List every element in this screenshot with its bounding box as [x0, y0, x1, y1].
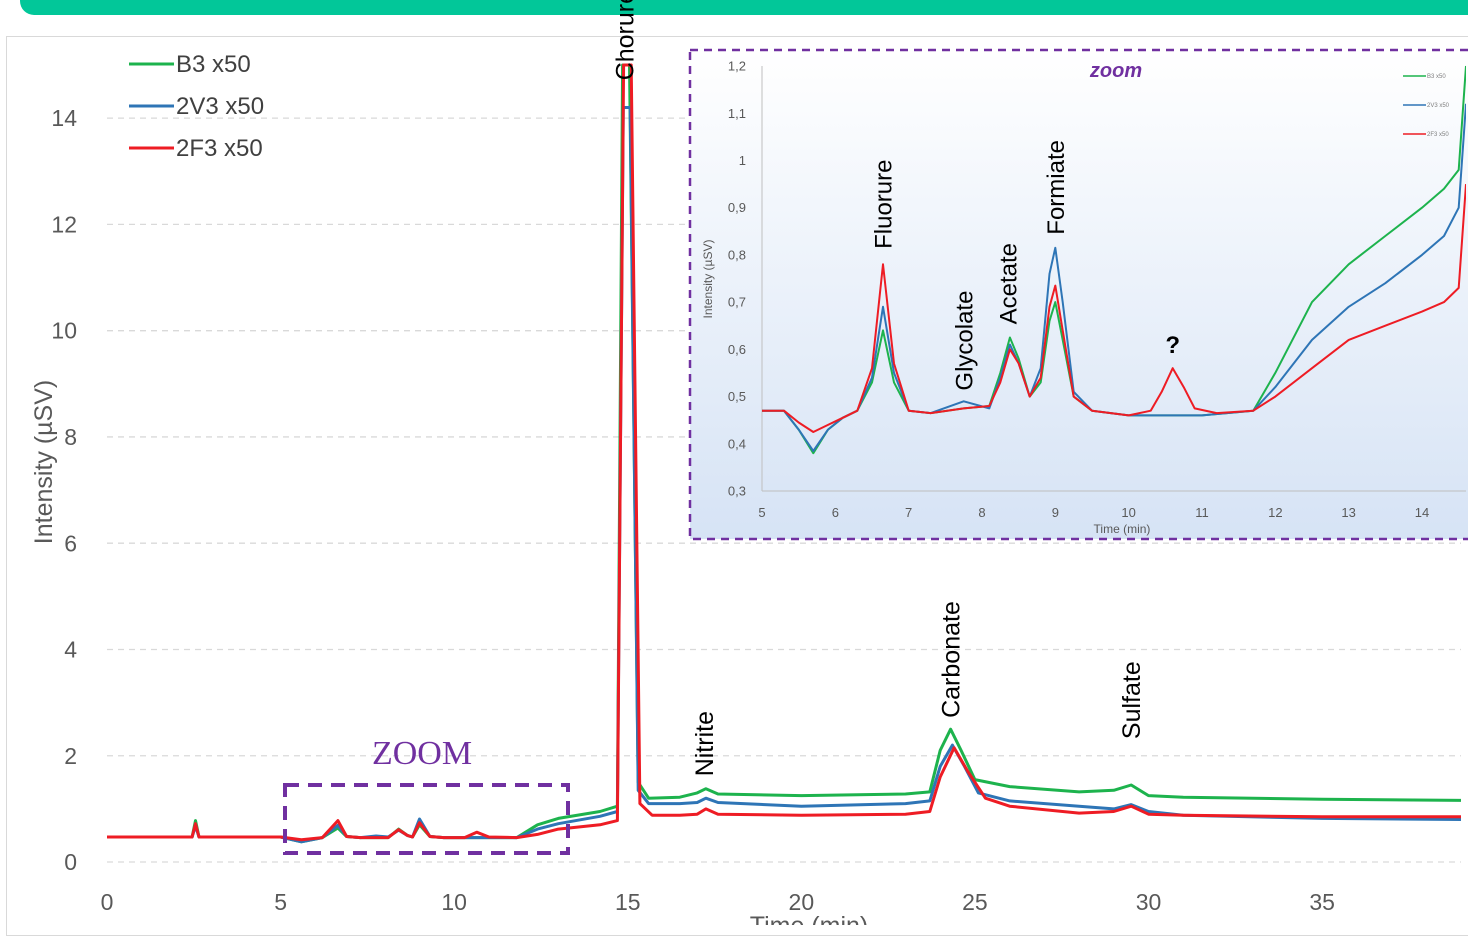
- x-tick-label: 20: [789, 889, 815, 915]
- legend-label: B3 x50: [176, 51, 251, 78]
- inset-border: [688, 48, 1468, 541]
- main-series-lines: [107, 63, 1462, 844]
- top-banner: [20, 0, 1468, 15]
- x-tick-label: 14: [1415, 505, 1429, 520]
- main-legend: B3 x50 2V3 x50 2F3 x50: [129, 51, 264, 162]
- y-tick-label: 0,9: [728, 200, 746, 215]
- inset-legend-label: B3 x50: [1427, 74, 1446, 80]
- y-tick-label: 12: [51, 211, 77, 237]
- y-tick-label: 0: [64, 849, 77, 875]
- main-y-axis-title: Intensity (µSV): [30, 380, 58, 544]
- x-tick-label: 7: [905, 505, 912, 520]
- zoom-region-label: ZOOM: [372, 735, 472, 772]
- y-tick-label: 0,8: [728, 247, 746, 262]
- y-tick-label: 0,4: [728, 436, 746, 451]
- inset-y-axis-title: Intensity (µSV): [701, 240, 715, 319]
- y-tick-label: 2: [64, 743, 77, 769]
- peak-label: Carbonate: [938, 601, 966, 718]
- y-tick-label: 1,1: [728, 106, 746, 121]
- peak-label: Chorure: [611, 0, 639, 80]
- x-tick-label: 30: [1136, 889, 1162, 915]
- y-tick-label: 1: [739, 153, 746, 168]
- y-tick-label: 14: [51, 105, 77, 131]
- peak-label: ?: [1165, 332, 1180, 359]
- x-tick-label: 10: [1121, 505, 1135, 520]
- inset-peak-labels: Fluorure Glycolate Acetate Formiate?: [871, 140, 1180, 391]
- peak-label: Sulfate: [1118, 661, 1146, 739]
- y-tick-label: 4: [64, 637, 77, 663]
- x-tick-label: 11: [1195, 505, 1209, 520]
- peak-label: Nitrite: [691, 711, 719, 776]
- y-tick-label: 0,7: [728, 295, 746, 310]
- series-line-2F3: [107, 63, 1461, 842]
- x-tick-label: 35: [1309, 889, 1335, 915]
- inset-title: zoom: [1089, 60, 1142, 82]
- y-tick-label: 0,6: [728, 342, 746, 357]
- inset-legend: B3 x50 2V3 x50 2F3 x50: [1403, 74, 1450, 138]
- main-x-axis-title: Time (min): [750, 912, 869, 925]
- legend-label: 2F3 x50: [176, 135, 263, 162]
- series-line-2F3: [762, 184, 1466, 433]
- peak-label: Glycolate: [951, 291, 978, 391]
- y-tick-label: 0,5: [728, 389, 746, 404]
- x-tick-label: 10: [441, 889, 467, 915]
- x-tick-label: 8: [978, 505, 985, 520]
- inset-legend-label: 2F3 x50: [1427, 132, 1449, 138]
- inset-legend-label: 2V3 x50: [1427, 103, 1450, 109]
- peak-label: Fluorure: [871, 160, 898, 249]
- x-tick-label: 6: [832, 505, 839, 520]
- peak-label: Formiate: [1043, 140, 1070, 235]
- inset-x-tick-labels: 5 6 7 8 9 10 11 12 13 14: [758, 505, 1429, 520]
- x-tick-label: 15: [615, 889, 641, 915]
- y-tick-label: 8: [64, 424, 77, 450]
- main-x-tick-labels: 0 5 10 15 20 25 30 35: [101, 889, 1335, 915]
- inset-y-tick-labels: 0,3 0,4 0,5 0,6 0,7 0,8 0,9 1 1,1 1,2: [728, 59, 746, 499]
- x-tick-label: 12: [1268, 505, 1282, 520]
- zoom-region-box: [283, 783, 570, 855]
- x-tick-label: 0: [101, 889, 114, 915]
- inset-x-axis-title: Time (min): [1094, 522, 1151, 536]
- main-y-tick-labels: 0 2 4 6 8 10 12 14: [51, 105, 77, 875]
- inset-panel: [690, 50, 1468, 539]
- y-tick-label: 1,2: [728, 59, 746, 74]
- x-tick-label: 5: [274, 889, 287, 915]
- y-tick-label: 0,3: [728, 484, 746, 499]
- inset-series-lines: [762, 65, 1466, 455]
- y-tick-label: 10: [51, 318, 77, 344]
- legend-label: 2V3 x50: [176, 93, 264, 120]
- x-tick-label: 5: [758, 505, 765, 520]
- x-tick-label: 13: [1341, 505, 1355, 520]
- x-tick-label: 9: [1052, 505, 1059, 520]
- x-tick-label: 25: [962, 889, 988, 915]
- y-tick-label: 6: [64, 530, 77, 556]
- main-peak-labels: Chorure Nitrite Carbonate Sulfate: [611, 0, 1146, 776]
- peak-label: Acetate: [995, 243, 1022, 324]
